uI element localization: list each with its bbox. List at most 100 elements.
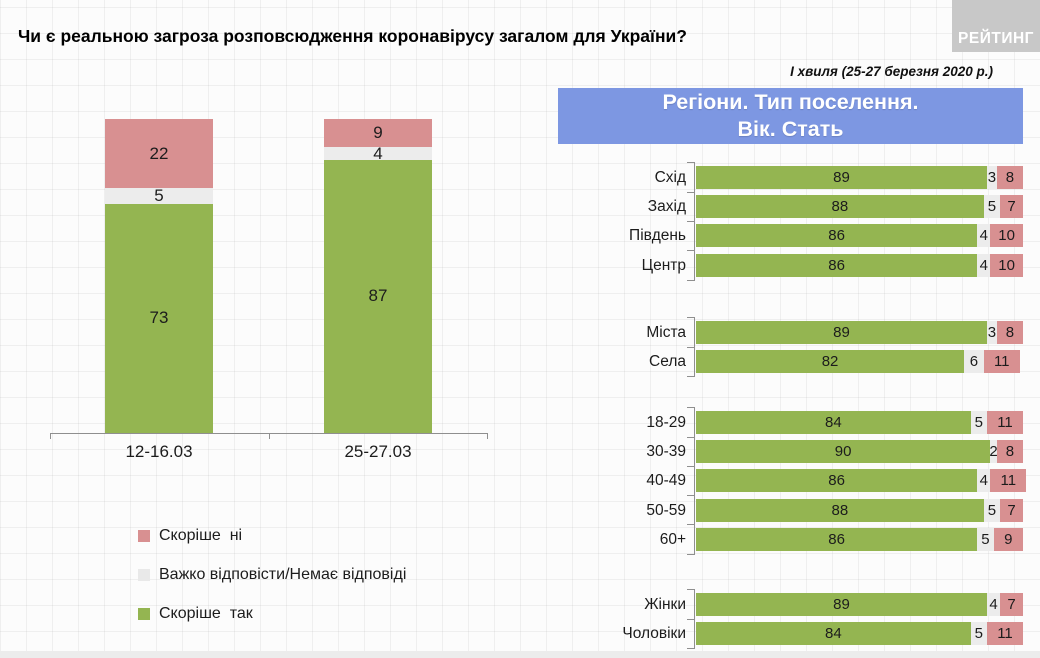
bar-value: 89 [833, 324, 850, 341]
bar-value: 10 [998, 227, 1015, 245]
bar-segment-pink: 11 [987, 411, 1023, 434]
bar-segment-pink: 22 [105, 119, 213, 189]
bar-segment-neutral: 5 [105, 185, 213, 205]
category-label: 12-16.03 [125, 442, 193, 461]
bar-value: 87 [368, 286, 388, 306]
bar-value: 86 [828, 472, 845, 490]
bar-segment-neutral: 5 [970, 411, 988, 434]
row-label: 50-59 [646, 501, 686, 519]
bar-value: 9 [373, 123, 383, 143]
bar-value: 9 [1004, 530, 1013, 548]
bar-value: 10 [998, 256, 1015, 274]
row-label: Міста [646, 324, 686, 341]
x-axis [50, 433, 487, 434]
bar-segment-neutral: 2 [989, 440, 998, 464]
bar-segment-pink: 8 [996, 440, 1023, 464]
legend-item: Скоріше так [138, 594, 406, 633]
bar-value: 73 [149, 308, 169, 328]
bar-segment-pink: 9 [324, 119, 432, 148]
rating-logo-text: РЕЙТИНГ [958, 30, 1034, 47]
bar-segment-pink: 8 [996, 321, 1023, 344]
legend-label: Скоріше ні [159, 526, 243, 544]
bar-value: 88 [831, 198, 849, 216]
bar-value: 11 [993, 353, 1010, 371]
group-axis-tick [687, 250, 694, 252]
x-axis-tick [268, 433, 270, 439]
bar-value: 4 [373, 143, 383, 163]
bar-value: 88 [831, 501, 849, 519]
bar-segment-green: 89 [696, 593, 988, 616]
bar-value: 86 [828, 530, 845, 548]
group-axis-tick [687, 553, 694, 555]
bar-value: 11 [997, 414, 1013, 431]
bar-segment-neutral: 6 [964, 350, 984, 374]
group-axis-tick [687, 407, 694, 408]
bar-segment-green: 84 [696, 622, 971, 646]
row-label: Центр [641, 256, 686, 274]
group-axis-tick [687, 465, 694, 467]
bar-segment-neutral: 5 [983, 195, 1001, 219]
row-label: Захід [647, 198, 686, 216]
pink-legend-swatch [138, 529, 150, 542]
row-label: Чоловіки [622, 625, 686, 643]
bar-segment-neutral: 4 [977, 469, 991, 493]
group-axis [694, 162, 695, 281]
bar-value: 5 [987, 501, 997, 519]
x-axis-tick [50, 433, 51, 439]
bar-value: 11 [997, 625, 1013, 643]
bar-segment-pink: 7 [1000, 498, 1023, 522]
group-axis [694, 589, 695, 650]
bottom-strip [0, 651, 1040, 658]
group-axis-tick [687, 162, 694, 163]
bar-segment-green: 86 [696, 527, 978, 551]
bar-segment-green: 73 [105, 203, 213, 433]
group-axis-tick [687, 191, 694, 193]
group-axis-tick [687, 524, 694, 526]
bar-value: 7 [1007, 198, 1016, 216]
bar-segment-green: 88 [696, 195, 984, 219]
row-label: 18-29 [646, 414, 686, 431]
panel-header-line2: Вік. Стать [737, 117, 844, 141]
group-axis-tick [687, 436, 694, 438]
bar-value: 8 [1005, 443, 1015, 461]
bar-segment-green: 86 [696, 253, 978, 277]
demographics-panel-header: Регіони. Тип поселення. Вік. Стать [558, 88, 1023, 144]
row-label: 30-39 [646, 443, 686, 461]
bar-value: 2 [989, 443, 998, 461]
bar-segment-neutral: 5 [970, 622, 988, 646]
bar-segment-pink: 10 [990, 224, 1023, 248]
bar-segment-green: 89 [696, 321, 988, 344]
row-label: Села [649, 353, 686, 371]
group-axis [694, 407, 695, 555]
bar-segment-neutral: 3 [987, 166, 997, 189]
bar-value: 82 [821, 353, 839, 371]
bar-value: 4 [979, 256, 988, 274]
wave-note: І хвиля (25-27 березня 2020 р.) [790, 64, 993, 79]
legend-label: Важко відповісти/Немає відповіді [159, 565, 407, 583]
bar-value: 11 [1000, 472, 1017, 490]
legend-item: Скоріше ні [138, 516, 406, 555]
group-axis-tick [687, 376, 694, 378]
bar-value: 89 [833, 596, 850, 613]
bar-value: 3 [987, 169, 997, 186]
bar-value: 5 [154, 185, 164, 205]
bar-segment-neutral: 4 [977, 224, 991, 248]
group-axis-tick [687, 279, 694, 281]
bar-value: 8 [1005, 324, 1015, 341]
bar-value: 86 [828, 256, 845, 274]
row-label: 60+ [659, 530, 686, 548]
bar-segment-pink: 7 [1000, 195, 1023, 219]
bar-segment-green: 84 [696, 411, 971, 434]
row-label: Південь [629, 227, 686, 245]
bar-segment-pink: 9 [993, 527, 1023, 551]
bar-value: 90 [834, 443, 852, 461]
group-axis-tick [687, 346, 694, 348]
panel-header-line1: Регіони. Тип поселення. [662, 90, 919, 114]
bar-value: 4 [989, 596, 998, 613]
bar-value: 89 [833, 169, 850, 186]
bar-value: 7 [1007, 501, 1016, 519]
bar-value: 5 [987, 198, 997, 216]
bar-segment-pink: 11 [990, 469, 1027, 493]
bar-value: 84 [824, 625, 842, 643]
bar-segment-green: 82 [696, 350, 965, 374]
